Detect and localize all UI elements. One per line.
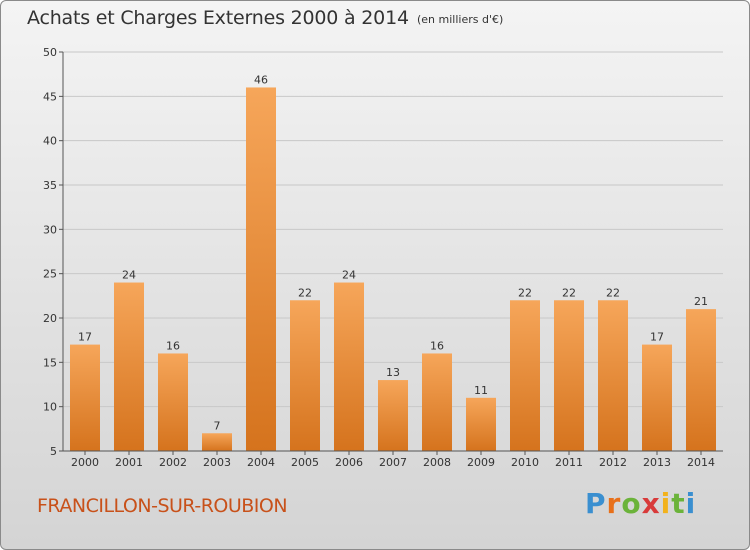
bar	[202, 433, 232, 451]
data-label: 22	[606, 286, 620, 299]
bar	[466, 397, 496, 451]
x-tick-label: 2007	[379, 456, 407, 469]
logo-letter: r	[606, 487, 622, 520]
bar	[598, 300, 628, 451]
logo-letter: P	[585, 487, 607, 520]
bar	[554, 300, 584, 451]
bar	[158, 353, 188, 451]
proxiti-logo[interactable]: Proxiti	[585, 487, 696, 520]
x-tick-label: 2011	[555, 456, 583, 469]
data-label: 17	[78, 331, 92, 344]
bar	[422, 353, 452, 451]
x-tick-label: 2006	[335, 456, 363, 469]
bar	[378, 380, 408, 451]
x-tick-label: 2008	[423, 456, 451, 469]
y-tick-label: 40	[43, 135, 57, 148]
chart-title: Achats et Charges Externes 2000 à 2014	[27, 7, 409, 29]
data-label: 24	[122, 269, 136, 282]
x-tick-label: 2010	[511, 456, 539, 469]
x-tick-label: 2001	[115, 456, 143, 469]
data-label: 17	[650, 331, 664, 344]
y-tick-label: 50	[43, 46, 57, 59]
data-label: 16	[166, 339, 180, 352]
bar	[642, 344, 672, 451]
chart-unit: (en milliers d'€)	[417, 13, 504, 26]
logo-letter: x	[641, 487, 661, 520]
bar	[246, 87, 276, 451]
x-tick-label: 2000	[71, 456, 99, 469]
x-tick-label: 2012	[599, 456, 627, 469]
y-tick-label: 20	[43, 312, 57, 325]
logo-letter: t	[671, 487, 686, 520]
y-tick-label: 25	[43, 268, 57, 281]
x-tick-label: 2003	[203, 456, 231, 469]
data-label: 46	[254, 73, 268, 86]
data-label: 13	[386, 366, 400, 379]
x-tick-label: 2004	[247, 456, 275, 469]
data-label: 24	[342, 269, 356, 282]
x-tick-label: 2009	[467, 456, 495, 469]
y-tick-label: 45	[43, 90, 57, 103]
bar	[114, 282, 144, 451]
bar	[510, 300, 540, 451]
y-tick-label: 5	[50, 445, 57, 458]
bar	[686, 309, 716, 451]
bars	[70, 87, 716, 451]
x-tick-label: 2002	[159, 456, 187, 469]
labels: 5 10 15 20 25 30 35 40 45 50 17 2000 24 2001 16 2002 7 20…	[43, 46, 715, 469]
bar	[290, 300, 320, 451]
logo-letter: i	[685, 487, 697, 520]
commune-name: FRANCILLON-SUR-ROUBION	[37, 495, 288, 517]
x-tick-label: 2005	[291, 456, 319, 469]
bar	[334, 282, 364, 451]
logo-letter: o	[621, 487, 642, 520]
x-tick-label: 2014	[687, 456, 715, 469]
data-label: 22	[562, 286, 576, 299]
y-tick-label: 35	[43, 179, 57, 192]
data-label: 22	[518, 286, 532, 299]
data-label: 21	[694, 295, 708, 308]
y-tick-label: 10	[43, 401, 57, 414]
y-tick-label: 30	[43, 223, 57, 236]
bar	[70, 344, 100, 451]
data-label: 11	[474, 384, 488, 397]
data-label: 22	[298, 286, 312, 299]
axes	[59, 51, 723, 455]
data-label: 7	[214, 419, 221, 432]
data-label: 16	[430, 339, 444, 352]
logo-letter: i	[660, 487, 672, 520]
x-tick-label: 2013	[643, 456, 671, 469]
y-tick-label: 15	[43, 356, 57, 369]
